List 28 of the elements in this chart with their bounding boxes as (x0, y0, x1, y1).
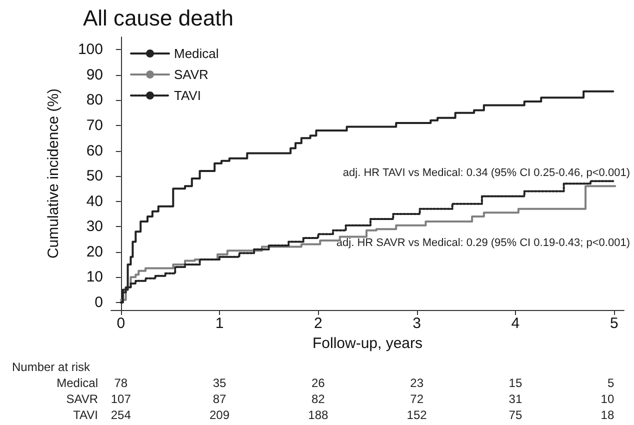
chart-title: All cause death (83, 6, 234, 30)
y-tick-label: 0 (94, 294, 103, 311)
x-tick-label: 3 (412, 315, 421, 332)
x-tick-label: 5 (610, 315, 618, 332)
legend-label: TAVI (174, 88, 201, 103)
y-tick-label: 100 (78, 41, 103, 58)
y-tick-label: 90 (86, 66, 103, 84)
y-tick-label: 20 (86, 243, 103, 260)
annotation: adj. HR TAVI vs Medical: 0.34 (95% CI 0.25-0.46, p<0.001) (342, 167, 630, 179)
y-tick-label: 10 (86, 268, 103, 286)
x-axis-title: Follow-up, years (312, 335, 423, 352)
y-tick-label: 50 (86, 168, 103, 185)
y-tick-label: 70 (86, 116, 103, 134)
text: TAVI 254 209 188 152 75 18 (73, 408, 614, 422)
legend-label: Medical (174, 46, 219, 61)
y-tick-label: 40 (86, 192, 103, 210)
text: Medical 78 35 26 23 15 5 (56, 376, 614, 390)
y-axis-title: Cumulative incidence (%) (45, 88, 62, 259)
x-tick-label: 1 (215, 315, 224, 332)
y-tick-label: 30 (86, 218, 103, 236)
y-tick-label: 60 (86, 142, 103, 160)
x-tick-label: 2 (314, 315, 322, 332)
legend-label: SAVR (174, 67, 208, 82)
x-tick-label: 4 (511, 315, 520, 332)
x-tick-label: 0 (116, 315, 126, 332)
text: Number at risk (12, 360, 92, 374)
text: SAVR 107 87 82 72 31 10 (66, 392, 614, 406)
y-tick-label: 80 (86, 92, 103, 109)
